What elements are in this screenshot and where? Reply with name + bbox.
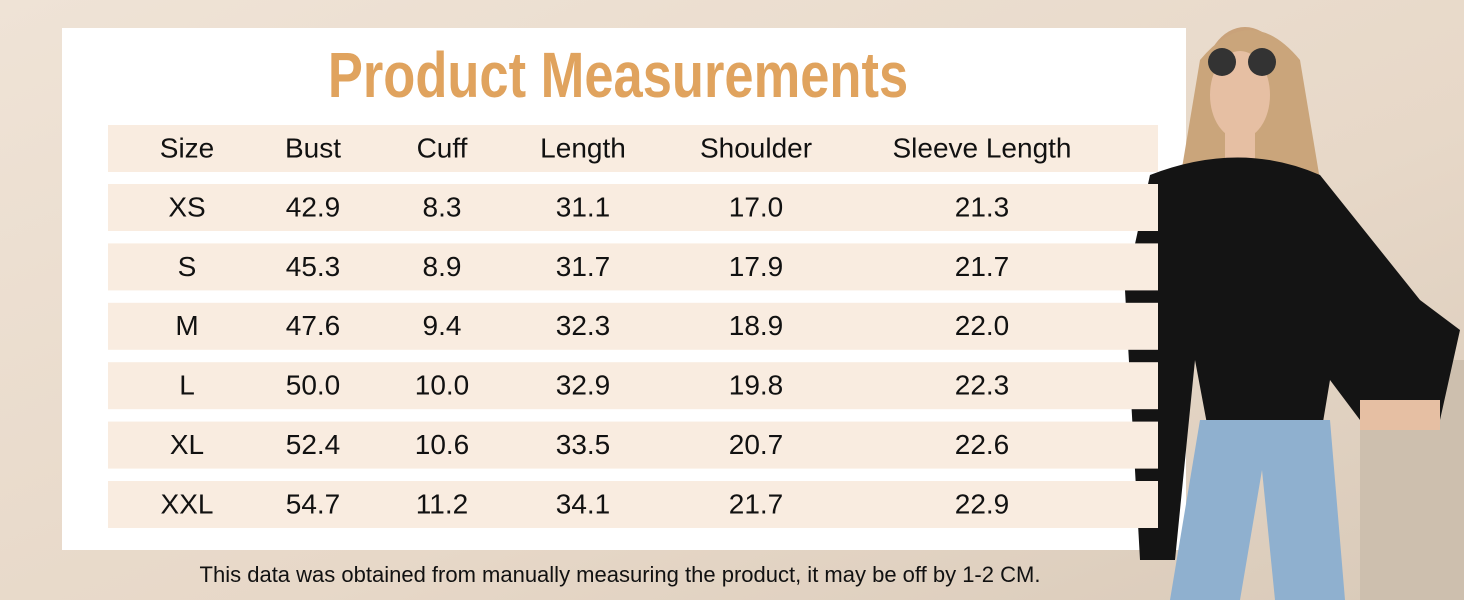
title: Product Measurements (328, 40, 908, 111)
cell: 19.8 (729, 370, 784, 401)
cell: 8.3 (423, 191, 462, 222)
cell: 9.4 (423, 310, 462, 341)
table-row (108, 481, 1158, 528)
cell: 34.1 (556, 488, 611, 519)
table-row (108, 421, 1158, 469)
column-header: Shoulder (700, 132, 812, 163)
jeans (1170, 420, 1345, 600)
table-row (108, 184, 1158, 231)
cell: 10.0 (415, 370, 470, 401)
table: Size Bust Cuff Length Shoulder Sleeve Length X… (108, 125, 1158, 528)
column-header: Size (160, 132, 214, 163)
model (1125, 27, 1460, 600)
cell: S (178, 251, 197, 282)
cell: 22.3 (955, 370, 1010, 401)
column-header: Bust (285, 132, 341, 163)
cell: 31.1 (556, 191, 611, 222)
cell: 52.4 (286, 429, 341, 460)
cell: XXL (161, 488, 214, 519)
cell: 22.0 (955, 310, 1010, 341)
cell: 21.7 (729, 488, 784, 519)
cell: 32.9 (556, 370, 611, 401)
cell: 17.0 (729, 191, 784, 222)
table-row (108, 243, 1158, 291)
column-header: Sleeve Length (892, 132, 1071, 163)
table-row (108, 362, 1158, 410)
cell: XL (170, 429, 204, 460)
cell: 22.6 (955, 429, 1010, 460)
cell: L (179, 370, 195, 401)
cell: 42.9 (286, 191, 341, 222)
cell: M (175, 310, 198, 341)
header-row (108, 125, 1158, 172)
cell: 32.3 (556, 310, 611, 341)
cell: 21.3 (955, 191, 1010, 222)
cell: 45.3 (286, 251, 341, 282)
cell: 21.7 (955, 251, 1010, 282)
cell: XS (168, 191, 205, 222)
sunglasses (1208, 48, 1236, 76)
cell: 8.9 (423, 251, 462, 282)
blouse (1125, 157, 1460, 560)
cell: 47.6 (286, 310, 341, 341)
cell: 50.0 (286, 370, 341, 401)
cell: 22.9 (955, 488, 1010, 519)
cell: 31.7 (556, 251, 611, 282)
column-header: Cuff (417, 132, 468, 163)
column-header: Length (540, 132, 626, 163)
table-row (108, 302, 1158, 350)
note: This data was obtained from manually mea… (200, 562, 1041, 587)
hand (1360, 400, 1440, 430)
cell: 11.2 (416, 488, 468, 519)
cell: 54.7 (286, 488, 341, 519)
cell: 18.9 (729, 310, 784, 341)
sunglasses (1248, 48, 1276, 76)
cell: 17.9 (729, 251, 784, 282)
cell: 20.7 (729, 429, 784, 460)
cell: 33.5 (556, 429, 611, 460)
cell: 10.6 (415, 429, 470, 460)
